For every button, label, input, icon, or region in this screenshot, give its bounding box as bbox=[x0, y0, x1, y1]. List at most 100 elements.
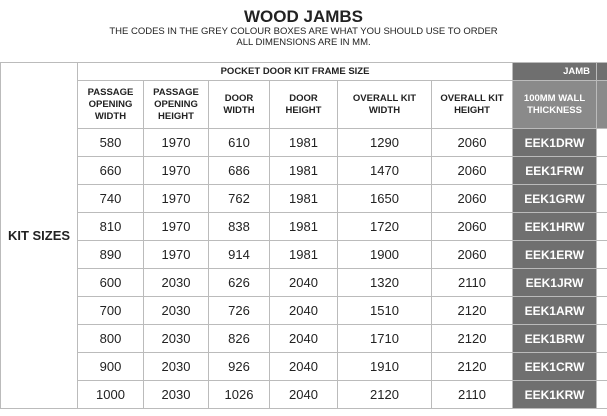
table-row: 600 2030 626 2040 1320 2110 EEK1JRW bbox=[1, 268, 607, 297]
cell: 1710 bbox=[337, 324, 432, 353]
subtitle: THE CODES IN THE GREY COLOUR BOXES ARE W… bbox=[109, 26, 498, 37]
table-row: 1000 2030 1026 2040 2120 2110 EEK1KRW bbox=[1, 380, 607, 409]
cell: 1720 bbox=[337, 212, 432, 241]
order-code: EEK1GRW bbox=[512, 184, 598, 213]
column-header: PASSAGE OPENING WIDTH bbox=[77, 80, 144, 129]
order-code: EEK1DRW bbox=[512, 128, 598, 157]
cell bbox=[596, 268, 607, 297]
cell: 1970 bbox=[143, 212, 209, 241]
group-header: JAMB bbox=[512, 62, 598, 81]
order-code: EEK1FRW bbox=[512, 156, 598, 185]
cell bbox=[596, 324, 607, 353]
cell: 914 bbox=[208, 240, 270, 269]
header: WOOD JAMBS THE CODES IN THE GREY COLOUR … bbox=[0, 0, 607, 63]
cell: 686 bbox=[208, 156, 270, 185]
table-row: 700 2030 726 2040 1510 2120 EEK1ARW bbox=[1, 296, 607, 325]
table-row: PASSAGE OPENING WIDTH PASSAGE OPENING HEI… bbox=[1, 80, 607, 129]
table-row: 890 1970 914 1981 1900 2060 EEK1ERW bbox=[1, 240, 607, 269]
cell: 2120 bbox=[430, 352, 514, 381]
cell: 2120 bbox=[430, 296, 514, 325]
column-header: OVERALL KIT HEIGHT bbox=[430, 80, 514, 129]
cell: 1981 bbox=[269, 212, 338, 241]
column-header: PASSAGE OPENING HEIGHT bbox=[143, 80, 209, 129]
cell: 1510 bbox=[337, 296, 432, 325]
cell: 660 bbox=[77, 156, 144, 185]
cell: 1000 bbox=[77, 380, 144, 409]
cell: 2040 bbox=[269, 380, 338, 409]
cell: 1910 bbox=[337, 352, 432, 381]
cell: 838 bbox=[208, 212, 270, 241]
cell: 1970 bbox=[143, 240, 209, 269]
subtitle: ALL DIMENSIONS ARE IN MM. bbox=[236, 37, 371, 48]
cell: 1026 bbox=[208, 380, 270, 409]
cell bbox=[596, 296, 607, 325]
table-row: 580 1970 610 1981 1290 2060 EEK1DRW bbox=[1, 128, 607, 157]
column-header bbox=[596, 80, 607, 129]
column-header: DOOR WIDTH bbox=[208, 80, 270, 129]
cell: 1970 bbox=[143, 128, 209, 157]
cell: 900 bbox=[77, 352, 144, 381]
cell: 1981 bbox=[269, 184, 338, 213]
cell: 626 bbox=[208, 268, 270, 297]
cell: 2030 bbox=[143, 324, 209, 353]
table-row: 900 2030 926 2040 1910 2120 EEK1CRW bbox=[1, 352, 607, 381]
table-row: KIT SIZES POCKET DOOR KIT FRAME SIZE JAMB bbox=[0, 62, 607, 409]
cell: 2030 bbox=[143, 268, 209, 297]
table-row: 740 1970 762 1981 1650 2060 EEK1GRW bbox=[1, 184, 607, 213]
cell bbox=[596, 240, 607, 269]
cell: 2040 bbox=[269, 296, 338, 325]
group-header: POCKET DOOR KIT FRAME SIZE bbox=[76, 62, 514, 81]
cell: 1981 bbox=[269, 128, 338, 157]
cell: 2060 bbox=[430, 128, 514, 157]
table: KIT SIZES POCKET DOOR KIT FRAME SIZE JAMB P… bbox=[0, 62, 607, 409]
cell: 1970 bbox=[143, 184, 209, 213]
column-header: OVERALL KIT WIDTH bbox=[337, 80, 432, 129]
cell: 1290 bbox=[337, 128, 432, 157]
cell: 2060 bbox=[430, 156, 514, 185]
cell: 600 bbox=[77, 268, 144, 297]
cell bbox=[596, 212, 607, 241]
cell: 2030 bbox=[143, 380, 209, 409]
cell: 2110 bbox=[430, 380, 514, 409]
table-row: 810 1970 838 1981 1720 2060 EEK1HRW bbox=[1, 212, 607, 241]
cell: 2040 bbox=[269, 268, 338, 297]
group-header bbox=[596, 62, 607, 81]
cell: 1650 bbox=[337, 184, 432, 213]
cell: 2040 bbox=[269, 324, 338, 353]
cell: 1470 bbox=[337, 156, 432, 185]
cell: 926 bbox=[208, 352, 270, 381]
order-code: EEK1JRW bbox=[512, 268, 598, 297]
title: WOOD JAMBS bbox=[244, 7, 363, 26]
order-code: EEK1BRW bbox=[512, 324, 598, 353]
table-row: 800 2030 826 2040 1710 2120 EEK1BRW bbox=[1, 324, 607, 353]
column-header: DOOR HEIGHT bbox=[269, 80, 338, 129]
order-code: EEK1ARW bbox=[512, 296, 598, 325]
cell bbox=[596, 156, 607, 185]
cell: 1900 bbox=[337, 240, 432, 269]
cell: 2060 bbox=[430, 184, 514, 213]
cell: 726 bbox=[208, 296, 270, 325]
cell bbox=[596, 128, 607, 157]
order-code: EEK1ERW bbox=[512, 240, 598, 269]
cell: 2040 bbox=[269, 352, 338, 381]
cell bbox=[596, 380, 607, 409]
cell: 2060 bbox=[430, 212, 514, 241]
cell: 2120 bbox=[430, 324, 514, 353]
column-header: 100MM WALL THICKNESS bbox=[512, 80, 598, 129]
cell: 2030 bbox=[143, 352, 209, 381]
cell: 2060 bbox=[430, 240, 514, 269]
cell: 800 bbox=[77, 324, 144, 353]
cell: 762 bbox=[208, 184, 270, 213]
cell: 1320 bbox=[337, 268, 432, 297]
cell: 826 bbox=[208, 324, 270, 353]
cell: 580 bbox=[77, 128, 144, 157]
cell: 1981 bbox=[269, 240, 338, 269]
table-row: 660 1970 686 1981 1470 2060 EEK1FRW bbox=[1, 156, 607, 185]
cell: 1970 bbox=[143, 156, 209, 185]
cell: 610 bbox=[208, 128, 270, 157]
cell: 810 bbox=[77, 212, 144, 241]
cell: 1981 bbox=[269, 156, 338, 185]
order-code: EEK1KRW bbox=[512, 380, 598, 409]
cell: 2120 bbox=[337, 380, 432, 409]
